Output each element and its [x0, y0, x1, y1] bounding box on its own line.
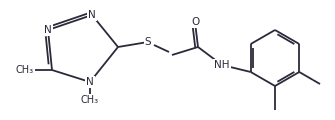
Text: O: O [191, 17, 199, 27]
Text: S: S [145, 37, 151, 47]
Text: N: N [88, 10, 96, 20]
Text: N: N [44, 25, 52, 35]
Text: CH₃: CH₃ [16, 65, 34, 75]
Text: N: N [86, 77, 94, 87]
Text: CH₃: CH₃ [81, 95, 99, 105]
Text: NH: NH [214, 60, 230, 70]
